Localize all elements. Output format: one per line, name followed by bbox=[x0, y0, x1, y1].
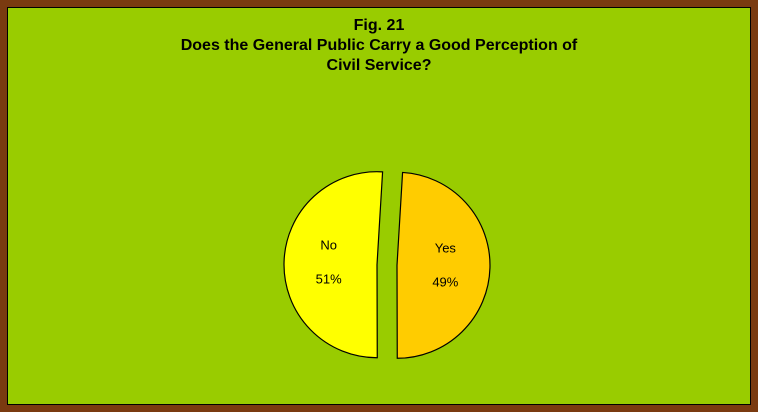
chart-title-line-2: Does the General Public Carry a Good Per… bbox=[180, 37, 578, 54]
pie-chart: No 51% Yes 49% bbox=[283, 171, 491, 359]
chart-area: Fig. 21 Does the General Public Carry a … bbox=[7, 7, 751, 405]
pie-slice-no bbox=[283, 171, 384, 359]
pie-label-no: No bbox=[320, 237, 337, 252]
pie-label-yes: Yes bbox=[435, 241, 457, 256]
chart-title-line-1: Fig. 21 bbox=[353, 17, 405, 34]
chart-title: Fig. 21 Does the General Public Carry a … bbox=[8, 16, 750, 76]
chart-title-line-3: Civil Service? bbox=[326, 57, 432, 74]
pie-percent-yes: 49% bbox=[432, 275, 458, 290]
pie-percent-no: 51% bbox=[316, 271, 342, 286]
pie-slice-yes bbox=[396, 171, 491, 359]
